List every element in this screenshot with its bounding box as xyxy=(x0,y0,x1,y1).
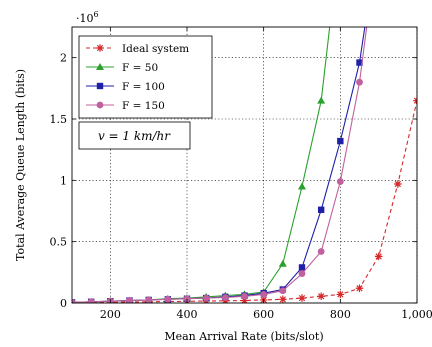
data-point xyxy=(298,270,306,277)
y-tick-label: 1 xyxy=(60,174,67,187)
y-tick-label: 0 xyxy=(60,297,67,310)
data-point xyxy=(394,180,402,188)
data-point xyxy=(317,292,325,301)
series-layer xyxy=(72,27,417,303)
legend: Ideal system F = 50 F = 100 F = 150 xyxy=(78,35,213,119)
legend-marker xyxy=(96,44,104,52)
data-point xyxy=(336,290,345,299)
legend-label: Ideal system xyxy=(122,43,189,55)
data-point xyxy=(87,298,95,303)
data-point xyxy=(221,294,229,301)
data-point xyxy=(356,59,363,66)
annotation-box xyxy=(78,121,191,150)
x-tick-label: 1,000 xyxy=(401,308,432,321)
data-point xyxy=(279,295,287,303)
x-tick-label: 600 xyxy=(253,308,274,321)
legend-label: F = 150 xyxy=(122,100,165,112)
y-tick-label: 2 xyxy=(60,52,67,65)
data-point xyxy=(260,291,268,298)
legend-label: F = 50 xyxy=(122,62,158,74)
y-tick-label: 0.5 xyxy=(50,236,68,249)
data-point xyxy=(317,96,326,104)
data-point xyxy=(145,296,153,303)
data-point xyxy=(72,298,76,303)
legend-marker xyxy=(96,82,104,90)
y-axis-label: Total Average Queue Length (bits) xyxy=(14,69,27,261)
y-exponent: ·106 xyxy=(76,10,99,25)
data-point xyxy=(356,78,363,86)
data-point xyxy=(337,137,344,145)
data-point xyxy=(298,182,306,190)
data-point xyxy=(126,297,133,303)
plot-frame xyxy=(71,26,418,304)
data-point xyxy=(317,206,325,213)
data-point xyxy=(317,248,325,255)
data-point xyxy=(164,295,172,303)
x-tick-label: 800 xyxy=(330,308,351,321)
data-point xyxy=(355,284,364,293)
y-tick-label: 1.5 xyxy=(50,113,68,126)
annotation-text: v = 1 km/hr xyxy=(98,129,171,143)
legend-marker xyxy=(96,101,104,109)
x-tick-label: 400 xyxy=(177,308,198,321)
data-point xyxy=(202,294,210,302)
axis-ticks: 200 400 600 800 1,000 0 0.5 1 1.5 2 xyxy=(50,27,432,321)
x-tick-label: 200 xyxy=(100,308,121,321)
series-3 xyxy=(72,27,368,303)
speed-annotation: v = 1 km/hr xyxy=(78,121,191,150)
data-point xyxy=(336,178,344,185)
data-point xyxy=(240,296,249,303)
data-point xyxy=(298,264,306,271)
x-axis-label: Mean Arrival Rate (bits/slot) xyxy=(164,330,323,343)
data-point xyxy=(374,252,383,261)
legend-marker xyxy=(96,63,104,70)
legend-label: F = 100 xyxy=(122,81,165,93)
data-point xyxy=(279,287,287,295)
data-point xyxy=(298,294,306,302)
data-point xyxy=(241,292,248,300)
data-point xyxy=(278,259,287,267)
data-point xyxy=(183,295,191,303)
